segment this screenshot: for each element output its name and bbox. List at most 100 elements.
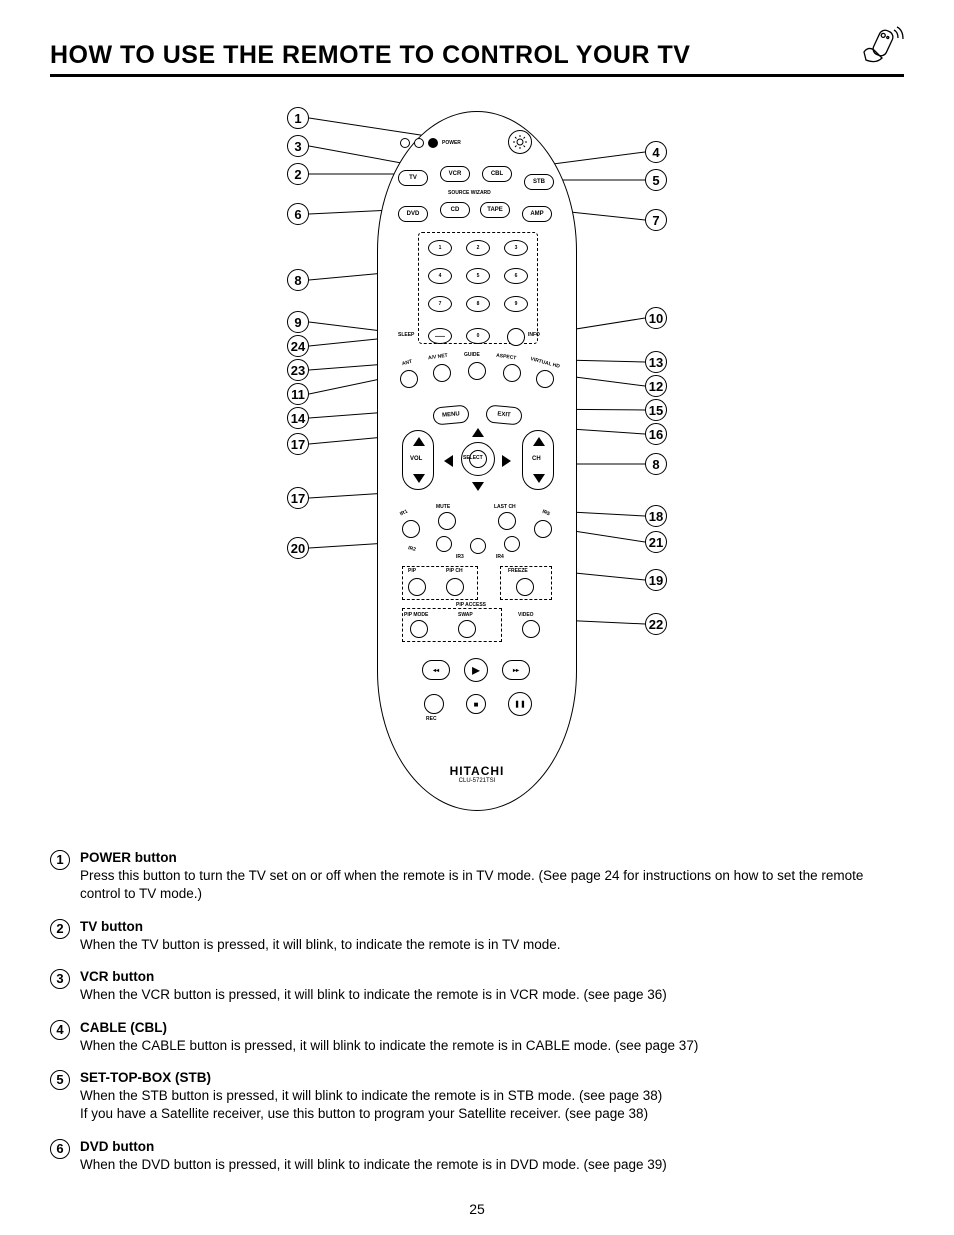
callout-10: 10 [645,307,667,329]
remote-body: POWER TV VCR CBL STB SOURCE WIZARD DVD C… [377,111,577,811]
callout-19: 19 [645,569,667,591]
callout-11: 11 [287,383,309,405]
video-button[interactable] [522,620,540,638]
key-3[interactable]: 3 [504,240,528,256]
key-6[interactable]: 6 [504,268,528,284]
callout-4: 4 [645,141,667,163]
callout-17: 17 [287,487,309,509]
desc-num: 3 [50,969,70,989]
stop-button[interactable]: ■ [466,694,486,714]
desc-num: 1 [50,850,70,870]
freeze-button[interactable] [516,578,534,596]
ir4-button[interactable] [504,536,520,552]
pause-button[interactable]: ❚❚ [508,692,532,716]
aspect-button[interactable] [503,364,521,382]
callout-2: 2 [287,163,309,185]
light-button[interactable] [508,130,532,154]
cd-button[interactable]: CD [440,202,470,218]
info-button[interactable] [507,328,525,346]
manual-page: HOW TO USE THE REMOTE TO CONTROL YOUR TV [0,0,954,1235]
callout-9: 9 [287,311,309,333]
ir1-button[interactable] [402,520,420,538]
virtual-button[interactable] [536,370,554,388]
select-label: SELECT [463,455,483,461]
ir2-button[interactable] [436,536,452,552]
vcr-button[interactable]: VCR [440,166,470,182]
callout-5: 5 [645,169,667,191]
guide-button[interactable] [468,362,486,380]
desc-body: POWER buttonPress this button to turn th… [80,849,904,904]
pipch-label: PIP CH [446,568,463,574]
desc-item-1: 1 POWER buttonPress this button to turn t… [50,849,904,904]
stb-button[interactable]: STB [524,174,554,190]
ir5-button[interactable] [534,520,552,538]
avnet-button[interactable] [433,364,451,382]
page-number: 25 [0,1201,954,1217]
ir5-label: IR5 [541,509,551,518]
cursor-up[interactable] [472,428,484,437]
tape-button[interactable]: TAPE [480,202,510,218]
desc-item-2: 2TV buttonWhen the TV button is pressed,… [50,918,904,954]
key-2[interactable]: 2 [466,240,490,256]
desc-body: CABLE (CBL)When the CABLE button is pres… [80,1019,904,1055]
desc-num: 5 [50,1070,70,1090]
key-4[interactable]: 4 [428,268,452,284]
tv-button[interactable]: TV [398,170,428,186]
desc-title: DVD button [80,1138,904,1156]
desc-title: SET-TOP-BOX (STB) [80,1069,904,1087]
led-1 [400,138,410,148]
rewind-button[interactable]: ◂◂ [422,660,450,680]
mute-button[interactable] [438,512,456,530]
amp-button[interactable]: AMP [522,206,552,222]
callout-8: 8 [645,453,667,475]
remote-in-hand-icon [856,24,904,64]
menu-button[interactable]: MENU [432,404,469,425]
source-wizard-label: SOURCE WIZARD [448,190,491,196]
play-button[interactable]: ▸ [464,658,488,682]
swap-button[interactable] [458,620,476,638]
callout-15: 15 [645,399,667,421]
key-8[interactable]: 8 [466,296,490,312]
callout-23: 23 [287,359,309,381]
dvd-button[interactable]: DVD [398,206,428,222]
header-row: HOW TO USE THE REMOTE TO CONTROL YOUR TV [50,30,904,77]
rec-button[interactable] [424,694,444,714]
key-7[interactable]: 7 [428,296,452,312]
pipch-button[interactable] [446,578,464,596]
key-1[interactable]: 1 [428,240,452,256]
ffwd-button[interactable]: ▸▸ [502,660,530,680]
ir3-button[interactable] [470,538,486,554]
desc-title: POWER button [80,849,904,867]
pip-group: PIP PIP CH FREEZE PIP ACCESS PIP MODE SW… [402,566,554,646]
model-label: CLU-5721TSI [378,778,576,784]
freeze-label: FREEZE [508,568,528,574]
desc-body: DVD buttonWhen the DVD button is pressed… [80,1138,904,1174]
key-5[interactable]: 5 [466,268,490,284]
rec-label: REC [426,716,437,722]
cbl-button[interactable]: CBL [482,166,512,182]
pip-button[interactable] [408,578,426,596]
pipmode-button[interactable] [410,620,428,638]
cursor-left[interactable] [444,455,453,467]
ir1-label: IR1 [399,509,409,518]
remote-diagram: POWER TV VCR CBL STB SOURCE WIZARD DVD C… [50,101,904,821]
key-9[interactable]: 9 [504,296,528,312]
desc-body: SET-TOP-BOX (STB)When the STB button is … [80,1069,904,1124]
callout-20: 20 [287,537,309,559]
ant-button[interactable] [400,370,418,388]
key-0[interactable]: 0 [466,328,490,344]
desc-body: VCR buttonWhen the VCR button is pressed… [80,968,904,1004]
dash-button[interactable]: — [428,328,452,344]
lastch-button[interactable] [498,512,516,530]
callout-3: 3 [287,135,309,157]
exit-button[interactable]: EXIT [485,404,522,425]
vol-label: VOL [410,456,422,462]
callout-1: 1 [287,107,309,129]
ir2-label-l: IR2 [407,545,416,553]
cursor-down[interactable] [472,482,484,491]
callout-18: 18 [645,505,667,527]
callout-13: 13 [645,351,667,373]
ant-label: ANT [401,359,412,367]
desc-item-3: 3 VCR buttonWhen the VCR button is presse… [50,968,904,1004]
cursor-right[interactable] [502,455,511,467]
